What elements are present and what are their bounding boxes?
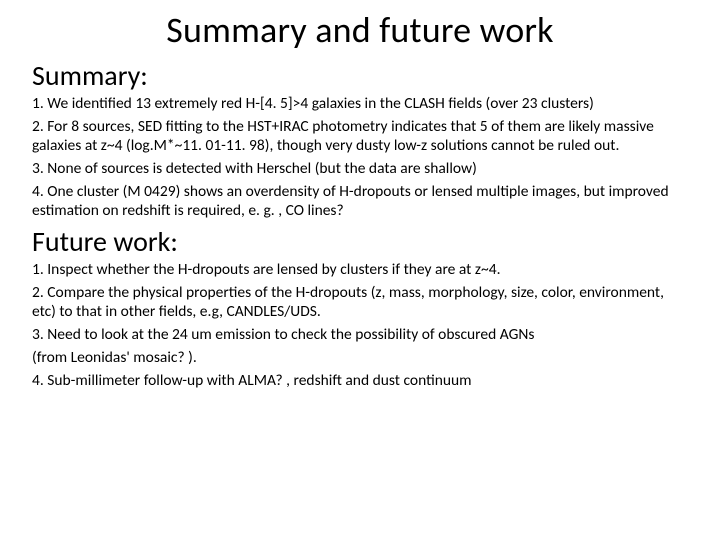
- future-work-item: 4. Sub-millimeter follow-up with ALMA? ,…: [32, 372, 688, 391]
- summary-item: 4. One cluster (M 0429) shows an overden…: [32, 183, 688, 221]
- future-work-item: 3. Need to look at the 24 um emission to…: [32, 326, 688, 345]
- future-work-item: (from Leonidas' mosaic? ).: [32, 349, 688, 368]
- future-work-heading: Future work:: [32, 224, 688, 259]
- slide-container: Summary and future work Summary: 1. We i…: [0, 0, 720, 540]
- summary-heading: Summary:: [32, 58, 688, 93]
- summary-item: 2. For 8 sources, SED fitting to the HST…: [32, 118, 688, 156]
- slide-title: Summary and future work: [32, 8, 688, 52]
- future-work-item: 2. Compare the physical properties of th…: [32, 284, 688, 322]
- summary-item: 3. None of sources is detected with Hers…: [32, 160, 688, 179]
- summary-item: 1. We identified 13 extremely red H-[4. …: [32, 95, 688, 114]
- future-work-item: 1. Inspect whether the H-dropouts are le…: [32, 261, 688, 280]
